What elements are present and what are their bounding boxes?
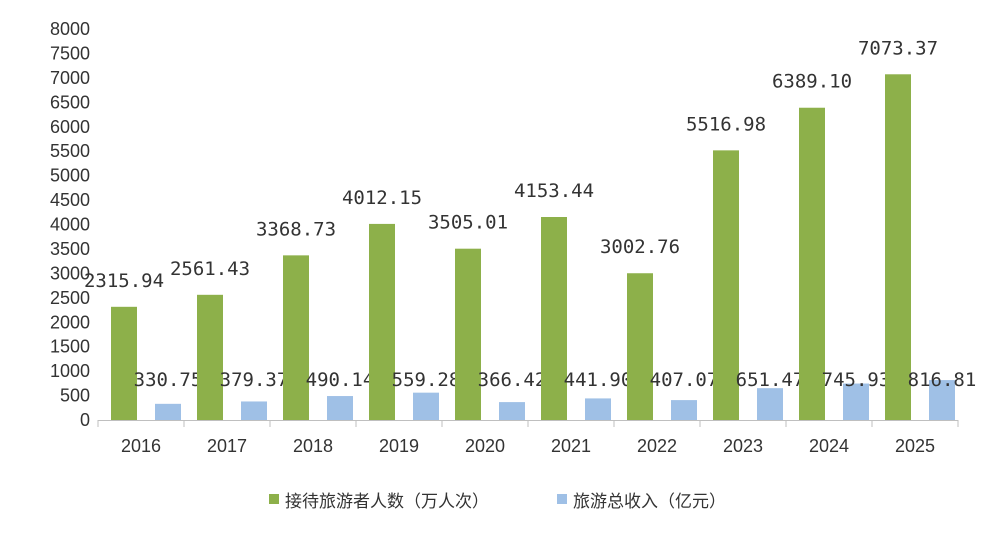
y-tick-label: 1000 [50, 361, 90, 381]
x-tick-label: 2019 [379, 436, 419, 456]
y-tick-label: 2000 [50, 312, 90, 332]
data-label-revenue: 816.81 [908, 369, 977, 391]
bar-revenue [757, 388, 783, 420]
bar-revenue [155, 403, 181, 420]
data-label-visitors: 2315.94 [84, 270, 164, 292]
bar-visitors [369, 223, 395, 420]
bar-visitors [627, 273, 653, 420]
data-label-revenue: 559.28 [392, 369, 461, 391]
y-tick-label: 2500 [50, 288, 90, 308]
x-tick-label: 2017 [207, 436, 247, 456]
bar-visitors [885, 74, 911, 421]
x-tick-label: 2022 [637, 436, 677, 456]
bar-chart: 0 500 1000 1500 2000 2500 3000 3500 4000 4500 5000… [50, 19, 977, 456]
data-label-revenue: 330.75 [134, 369, 203, 391]
y-tick-label: 5000 [50, 166, 90, 186]
data-label-revenue: 379.37 [220, 369, 289, 391]
data-label-visitors: 7073.37 [858, 37, 938, 59]
y-tick-label: 6500 [50, 92, 90, 112]
bar-visitors [455, 248, 481, 420]
bar-revenue [327, 396, 353, 420]
data-label-revenue: 407.07 [650, 369, 719, 391]
y-tick-label: 4500 [50, 190, 90, 210]
bar-visitors [197, 294, 223, 420]
y-tick-label: 7500 [50, 43, 90, 63]
chart-legend: 接待旅游者人数（万人次） 旅游总收入（亿元） [0, 484, 995, 514]
y-tick-label: 3500 [50, 239, 90, 259]
x-tick-label: 2020 [465, 436, 505, 456]
bar-visitors [283, 255, 309, 420]
x-tick-label: 2025 [895, 436, 935, 456]
data-label-revenue: 490.14 [306, 369, 375, 391]
y-tick-label: 1500 [50, 337, 90, 357]
y-tick-label: 4000 [50, 215, 90, 235]
x-tick-label: 2018 [293, 436, 333, 456]
legend-swatch-visitors [269, 494, 279, 504]
y-tick-label: 500 [60, 386, 90, 406]
data-label-visitors: 5516.98 [686, 113, 766, 135]
y-tick-label: 8000 [50, 19, 90, 39]
data-label-visitors: 3002.76 [600, 236, 680, 258]
data-label-revenue: 651.47 [736, 369, 805, 391]
legend-swatch-revenue [557, 494, 567, 504]
bar-revenue [671, 400, 697, 420]
y-tick-label: 3000 [50, 263, 90, 283]
data-label-revenue: 441.90 [564, 369, 633, 391]
bar-visitors [541, 217, 567, 420]
x-tick-label: 2023 [723, 436, 763, 456]
data-label-revenue: 366.42 [478, 369, 547, 391]
data-label-visitors: 6389.10 [772, 71, 852, 93]
data-label-visitors: 3368.73 [256, 218, 336, 240]
data-label-visitors: 4012.15 [342, 187, 422, 209]
bar-revenue [413, 392, 439, 420]
data-label-visitors: 3505.01 [428, 212, 508, 234]
x-tick-label: 2024 [809, 436, 849, 456]
data-label-visitors: 4153.44 [514, 180, 594, 202]
data-label-visitors: 2561.43 [170, 258, 250, 280]
x-tick-label: 2016 [121, 436, 161, 456]
bar-revenue [241, 401, 267, 420]
x-tick-label: 2021 [551, 436, 591, 456]
bar-visitors [799, 107, 825, 421]
bar-visitors [111, 306, 137, 420]
y-tick-label: 0 [80, 410, 90, 430]
legend-item-visitors: 接待旅游者人数（万人次） [269, 484, 489, 514]
legend-label-revenue: 旅游总收入（亿元） [573, 491, 726, 512]
bar-revenue [585, 398, 611, 420]
bar-revenue [843, 383, 869, 420]
y-tick-label: 6000 [50, 117, 90, 137]
data-label-revenue: 745.93 [822, 369, 891, 391]
bar-revenue [929, 380, 955, 420]
legend-label-visitors: 接待旅游者人数（万人次） [285, 491, 489, 512]
bar-revenue [499, 402, 525, 420]
legend-item-revenue: 旅游总收入（亿元） [557, 484, 726, 514]
y-tick-label: 7000 [50, 68, 90, 88]
bar-visitors [713, 150, 739, 420]
y-tick-label: 5500 [50, 141, 90, 161]
